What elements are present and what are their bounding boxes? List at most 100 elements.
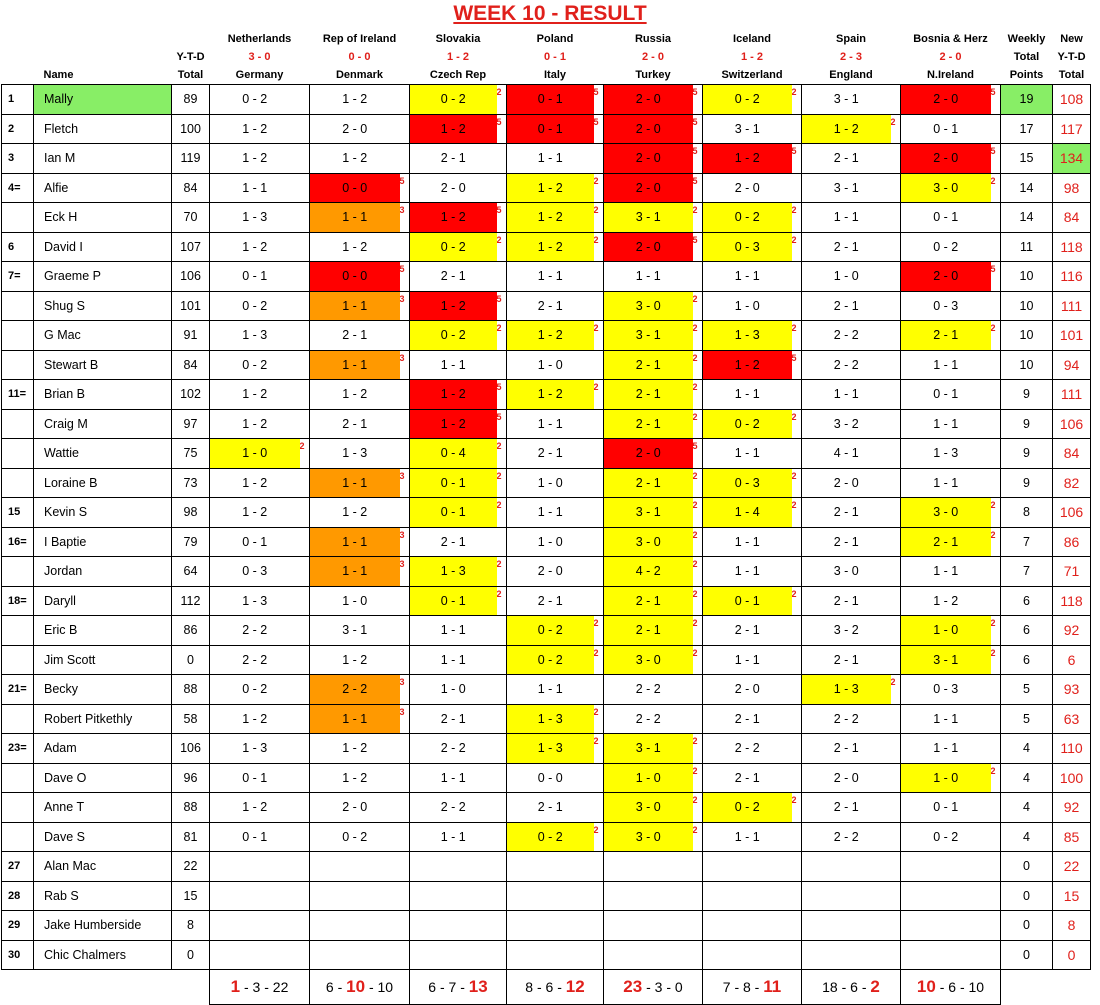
- prediction-cell: 2 - 1: [801, 143, 891, 174]
- player-name: Kevin S: [33, 497, 172, 528]
- points-badge: [299, 202, 310, 233]
- points-badge: 3: [399, 467, 410, 498]
- prediction-cell: 0 - 2: [209, 290, 300, 321]
- prediction-cell: 2 - 2: [409, 733, 497, 764]
- position-cell: [1, 290, 34, 321]
- prediction-cell: 0 - 1: [506, 113, 594, 144]
- points-badge: [990, 467, 1001, 498]
- tally-part: - 3 - 0: [642, 979, 683, 995]
- tally-part: 12: [565, 977, 585, 996]
- points-badge: [299, 143, 310, 174]
- points-badge: 2: [791, 792, 802, 823]
- points-badge: [890, 792, 901, 823]
- prediction-cell: 3 - 1: [801, 172, 891, 203]
- prediction-cell: 3 - 0: [603, 290, 693, 321]
- new-ytd-total: 71: [1052, 556, 1091, 587]
- prediction-cell: 3 - 0: [603, 526, 693, 557]
- prediction-cell: 2 - 0: [603, 84, 693, 115]
- table-row: 29 Jake Humberside 8 0 8: [1, 910, 1091, 941]
- prediction-cell: 2 - 1: [603, 408, 693, 439]
- points-badge: [692, 703, 703, 734]
- prediction-cell: 1 - 4: [702, 497, 792, 528]
- match-home: Slovakia: [435, 33, 481, 45]
- points-badge: 2: [692, 408, 703, 439]
- match-home: Iceland: [733, 33, 771, 45]
- points-badge: [593, 556, 604, 587]
- points-badge: 5: [692, 113, 703, 144]
- pos-header: [2, 29, 34, 85]
- points-badge: 2: [890, 113, 901, 144]
- points-badge: 2: [890, 674, 901, 705]
- points-badge: [990, 821, 1001, 852]
- points-badge: [496, 851, 507, 882]
- prediction-cell: 1 - 1: [409, 762, 497, 793]
- points-badge: 2: [990, 172, 1001, 203]
- tally-part: 11: [763, 977, 782, 996]
- prediction-cell: 2 - 1: [801, 231, 891, 262]
- prediction-cell: 1 - 1: [309, 703, 400, 734]
- match-tally: 8 - 6 - 12: [506, 969, 604, 1005]
- prediction-cell: 1 - 0: [309, 585, 400, 616]
- points-badge: [692, 851, 703, 882]
- prediction-cell: 0 - 2: [702, 408, 792, 439]
- prediction-cell: 1 - 3: [209, 202, 300, 233]
- points-badge: 2: [593, 379, 604, 410]
- match-away: Czech Rep: [429, 69, 487, 81]
- prediction-cell: 4 - 1: [801, 438, 891, 469]
- prediction-cell: 1 - 2: [209, 113, 300, 144]
- match-home: Russia: [634, 33, 672, 45]
- points-badge: [990, 792, 1001, 823]
- match-tally: 10 - 6 - 10: [900, 969, 1001, 1005]
- ytd-total: 81: [171, 821, 210, 852]
- prediction-cell: 0 - 1: [900, 202, 991, 233]
- points-badge: [791, 939, 802, 970]
- weekly-points: 19: [1000, 84, 1053, 115]
- ytd-total: 119: [171, 143, 210, 174]
- prediction-cell: 1 - 1: [900, 408, 991, 439]
- prediction-cell: 2 - 1: [603, 349, 693, 380]
- prediction-cell: 1 - 2: [209, 408, 300, 439]
- prediction-cell: 0 - 2: [209, 349, 300, 380]
- points-badge: [692, 880, 703, 911]
- prediction-cell: 2 - 2: [603, 674, 693, 705]
- prediction-cell: 1 - 3: [506, 703, 594, 734]
- prediction-cell: [409, 910, 497, 941]
- player-name: David I: [33, 231, 172, 262]
- tally-part: 6 -: [325, 979, 347, 995]
- match-tally: 6 - 10 - 10: [309, 969, 410, 1005]
- position-cell: 6: [1, 231, 34, 262]
- points-badge: [990, 290, 1001, 321]
- points-badge: [496, 880, 507, 911]
- points-badge: [692, 674, 703, 705]
- weekly-points: 4: [1000, 821, 1053, 852]
- new-ytd-total: 8: [1052, 910, 1091, 941]
- prediction-cell: 1 - 2: [209, 143, 300, 174]
- prediction-cell: 0 - 2: [506, 821, 594, 852]
- new-ytd-total: 98: [1052, 172, 1091, 203]
- player-name: I Baptie: [33, 526, 172, 557]
- points-badge: 2: [990, 615, 1001, 646]
- match-score: 2 - 0: [641, 51, 664, 63]
- points-badge: [593, 851, 604, 882]
- prediction-cell: [702, 880, 792, 911]
- weekly-points: 10: [1000, 349, 1053, 380]
- prediction-cell: 1 - 2: [506, 379, 594, 410]
- points-badge: 5: [692, 438, 703, 469]
- points-badge: [890, 556, 901, 587]
- points-badge: [593, 408, 604, 439]
- points-badge: [593, 467, 604, 498]
- points-badge: 2: [692, 349, 703, 380]
- prediction-cell: 1 - 1: [309, 526, 400, 557]
- prediction-cell: 0 - 2: [702, 792, 792, 823]
- prediction-cell: 2 - 0: [900, 261, 991, 292]
- points-badge: [399, 231, 410, 262]
- points-badge: [791, 438, 802, 469]
- points-badge: [990, 851, 1001, 882]
- points-badge: [890, 585, 901, 616]
